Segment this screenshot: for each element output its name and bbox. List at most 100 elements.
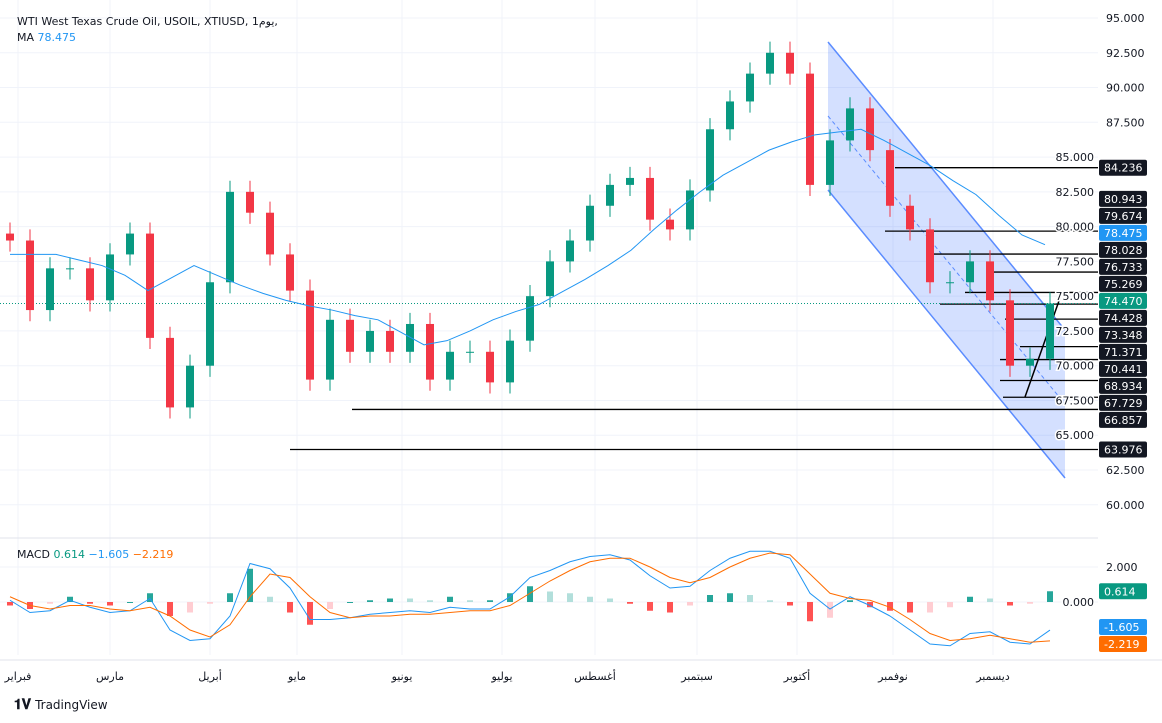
candle-body (466, 351, 474, 353)
time-axis[interactable]: فبراير مارس أبريل مايو يونيو يوليو أغسطس سبتمبر… (4, 669, 1010, 683)
macd-tick: 0.000 (1063, 596, 1095, 609)
month-label: يونيو (391, 670, 413, 683)
macd-histogram-bar (1027, 602, 1033, 604)
signal-value-label-bg (1099, 635, 1147, 652)
candle-body (346, 319, 354, 352)
candle-body (786, 52, 794, 74)
macd-histogram-bar (767, 600, 773, 602)
price-axis[interactable]: 95.000 92.500 90.000 87.500 85.000 82.500 80.0… (1054, 12, 1148, 652)
channel-mid (827, 115, 1066, 405)
macd-histogram-bar (487, 600, 493, 602)
candle-body (566, 240, 574, 262)
macd-histogram-bar (327, 602, 333, 609)
macd-histogram-bar (47, 602, 53, 604)
month-label: مارس (96, 670, 124, 683)
macd-histogram-bar (727, 593, 733, 602)
macd-histogram-bar (387, 598, 393, 602)
level-label-bg (1099, 190, 1147, 207)
ma-price-label: 78.475 (1104, 227, 1143, 240)
candle-body (706, 129, 714, 191)
level-label: 84.236 (1104, 162, 1143, 175)
macd-histogram-bar (287, 602, 293, 613)
level-label-bg (1099, 377, 1147, 394)
horizontal-levels[interactable] (0, 167, 1098, 451)
macd-histogram-bar (907, 602, 913, 613)
candle-body (226, 191, 234, 283)
candle-body (806, 73, 814, 185)
candle-body (146, 233, 154, 338)
ma-label: MA (17, 31, 35, 44)
price-tick: 65.000 (1056, 429, 1095, 442)
candle-body (366, 330, 374, 352)
level-label: 74.428 (1104, 312, 1143, 325)
macd-histogram-bar (707, 595, 713, 602)
brand-name: TradingView (35, 698, 108, 712)
macd-histogram-bar (567, 593, 573, 602)
level-label: 80.943 (1104, 193, 1143, 206)
macd-histogram-bar (967, 596, 973, 602)
macd-histogram-bar (847, 600, 853, 602)
level-label-bg (1099, 275, 1147, 292)
symbol-legend: WTI West Texas Crude Oil, USOIL, XTIUSD,… (17, 14, 278, 46)
level-label-bg (1099, 343, 1147, 360)
price-tick: 67.500 (1056, 394, 1095, 407)
tradingview-logo[interactable]: 𝟏𝐕 TradingView (14, 697, 108, 713)
candle-body (726, 101, 734, 130)
candle-body (486, 351, 494, 383)
macd-histogram-bar (1047, 591, 1053, 602)
candle-body (606, 184, 614, 206)
macd-hist-label-bg (1099, 583, 1147, 600)
month-label: يوليو (490, 670, 512, 683)
ma-line (10, 128, 1046, 346)
macd-histogram-bar (787, 602, 793, 606)
ma-value: 78.475 (37, 31, 77, 44)
candle-body (986, 261, 994, 301)
last-price-label-bg (1099, 292, 1147, 309)
candles (6, 41, 1054, 419)
macd-histogram-bar (527, 586, 533, 602)
macd-histogram-bar (447, 596, 453, 602)
macd-histogram-bar (7, 602, 13, 606)
candle-body (926, 229, 934, 283)
candle-body (906, 205, 914, 230)
macd-histogram-bar (887, 602, 893, 611)
macd-histogram-bar (667, 602, 673, 613)
macd-histogram-bar (147, 593, 153, 602)
macd-histogram-bar (987, 598, 993, 602)
macd-value-label-bg (1099, 618, 1147, 635)
candle-body (206, 282, 214, 366)
month-label: فبراير (4, 670, 32, 683)
macd-histogram-bar (67, 596, 73, 602)
candle-body (66, 268, 74, 270)
macd-histogram-bar (87, 602, 93, 604)
regression-channel[interactable] (827, 41, 1066, 479)
candle-body (1046, 303, 1054, 359)
level-label-bg (1099, 159, 1147, 176)
macd-histogram-bar (347, 602, 353, 603)
level-label-bg (1099, 309, 1147, 326)
macd-line (9, 550, 1051, 647)
candle-body (866, 108, 874, 151)
candle-body (86, 268, 94, 301)
candle-body (766, 52, 774, 74)
candle-body (446, 351, 454, 380)
price-tick: 92.500 (1106, 47, 1145, 60)
candle-body (26, 240, 34, 311)
ma-price-label-bg (1099, 224, 1147, 241)
macd-histogram-bar (647, 602, 653, 611)
macd-histogram-bar (947, 602, 953, 608)
macd-value-label: -1.605 (1104, 621, 1139, 634)
price-tick: 95.000 (1106, 12, 1145, 25)
macd-histogram-bar (507, 593, 513, 602)
level-label: 71.371 (1104, 346, 1143, 359)
level-label: 63.976 (1104, 443, 1143, 456)
candle-body (306, 290, 314, 380)
level-label: 75.269 (1104, 278, 1143, 291)
candle-body (526, 296, 534, 341)
macd-tick: 2.000 (1106, 561, 1138, 574)
level-label-bg (1099, 411, 1147, 428)
candle-body (266, 212, 274, 255)
channel-upper (827, 41, 1066, 331)
